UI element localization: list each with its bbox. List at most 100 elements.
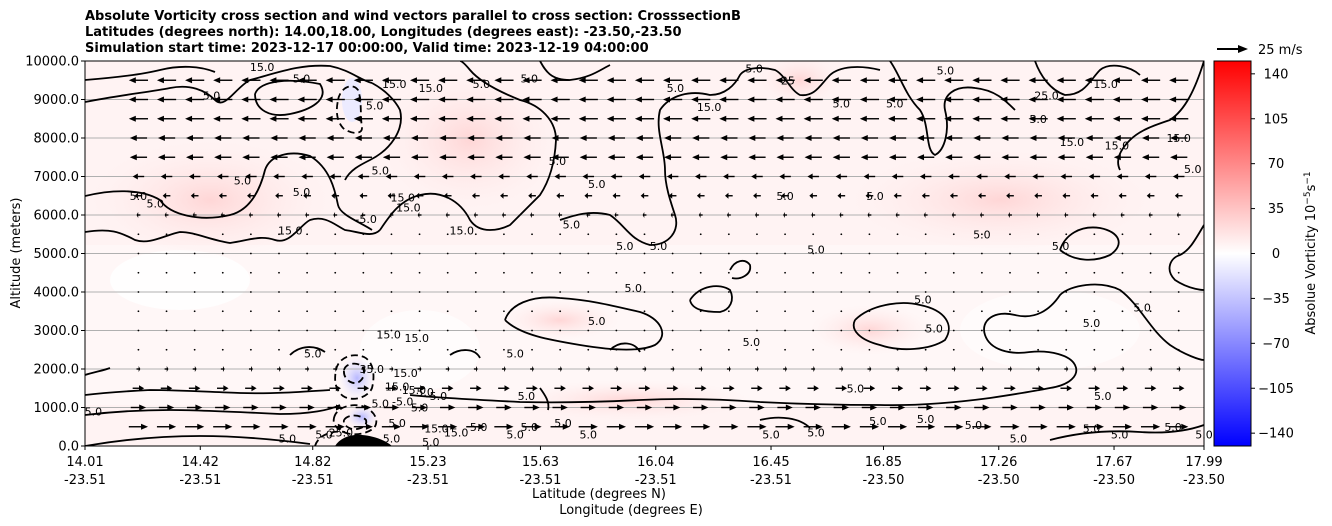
y-tick-label: 0.0 xyxy=(58,440,79,455)
wind-vector xyxy=(804,135,822,141)
wind-vector xyxy=(248,366,253,372)
wind-vector xyxy=(409,77,430,84)
wind-vector xyxy=(162,192,171,199)
wind-vector xyxy=(418,329,421,332)
contour-label: 15.0 xyxy=(250,61,275,74)
x-tick-label-lon: -23.50 xyxy=(978,473,1020,488)
wind-vector xyxy=(269,115,289,122)
wind-vector xyxy=(1121,291,1124,293)
wind-vector xyxy=(129,135,148,141)
wind-vector xyxy=(156,96,177,103)
wind-vector xyxy=(615,291,618,293)
wind-vector xyxy=(1004,173,1016,180)
wind-vector xyxy=(301,385,313,392)
contour-label: 5.0 xyxy=(371,165,389,178)
wind-vector xyxy=(249,271,252,274)
wind-vector xyxy=(306,271,309,274)
wind-vector xyxy=(896,233,899,236)
wind-vector xyxy=(357,385,370,392)
wind-vector xyxy=(325,115,345,122)
wind-vector xyxy=(952,233,955,236)
wind-vector xyxy=(725,192,733,199)
x-tick-label-lon: -23.50 xyxy=(863,473,905,488)
wind-vector xyxy=(587,348,590,351)
contour-label: 15.0 xyxy=(697,101,722,114)
wind-vector xyxy=(242,135,260,141)
wind-vector xyxy=(726,212,731,218)
wind-vector xyxy=(887,96,908,103)
wind-vector xyxy=(531,233,533,236)
wind-vector xyxy=(192,366,197,372)
wind-vector xyxy=(446,329,449,332)
wind-vector xyxy=(559,271,562,274)
wind-vector xyxy=(1112,77,1133,84)
wind-vector xyxy=(468,404,484,411)
wind-vector xyxy=(441,173,454,180)
wind-vector xyxy=(1177,233,1180,236)
wind-vector xyxy=(531,271,533,274)
contour-label: 5.0 xyxy=(422,436,440,449)
wind-vector xyxy=(494,96,514,103)
wind-vector xyxy=(334,348,337,351)
wind-vector xyxy=(638,385,651,392)
wind-vector xyxy=(440,404,456,411)
wind-vector xyxy=(1085,135,1103,141)
wind-vector xyxy=(582,385,595,392)
wind-vector xyxy=(299,404,315,411)
wind-vector xyxy=(978,192,986,199)
wind-vector xyxy=(531,348,533,351)
wind-vector xyxy=(275,192,283,199)
wind-vector xyxy=(439,135,457,141)
wind-vector xyxy=(755,212,759,218)
wind-vector xyxy=(784,291,786,293)
wind-vector xyxy=(270,154,288,161)
wind-vector xyxy=(382,154,401,161)
wind-vector xyxy=(1028,77,1048,84)
wind-vector xyxy=(467,154,485,161)
wind-vector xyxy=(698,212,703,218)
wind-vector xyxy=(663,423,683,430)
wind-vector xyxy=(809,192,818,199)
wind-vector xyxy=(578,96,598,103)
wind-vector xyxy=(220,212,225,218)
wind-vector xyxy=(1120,212,1125,218)
wind-vector xyxy=(1084,96,1104,103)
contour-label: 5.0 xyxy=(762,428,780,441)
wind-vector xyxy=(390,233,393,236)
wind-vector xyxy=(896,329,899,332)
wind-vector xyxy=(331,192,340,199)
wind-vector xyxy=(249,348,252,351)
wind-vector xyxy=(278,329,280,332)
wind-vector xyxy=(188,173,201,180)
wind-vector xyxy=(784,233,786,236)
wind-vector xyxy=(128,423,149,430)
wind-vector xyxy=(165,310,168,313)
wind-vector xyxy=(137,233,140,236)
wind-vector xyxy=(671,310,674,313)
colorbar-tick-label: 35 xyxy=(1268,202,1285,217)
wind-vector xyxy=(803,77,823,84)
wind-vector xyxy=(559,329,562,332)
contour-label: 15.0 xyxy=(278,224,303,237)
wind-vector xyxy=(306,252,309,255)
wind-vector xyxy=(924,329,927,332)
wind-vector xyxy=(1060,385,1072,392)
contour-label: 15.0 xyxy=(405,332,430,345)
wind-vector xyxy=(446,348,449,351)
wind-vector xyxy=(329,385,341,392)
contour-label: 15.0 xyxy=(1093,78,1118,91)
contour-label: 5.0 xyxy=(847,382,865,395)
wind-vector xyxy=(498,385,510,392)
wind-vector xyxy=(193,271,196,274)
wind-vector xyxy=(671,291,674,293)
wind-vector xyxy=(470,173,482,180)
wind-vector xyxy=(474,310,477,313)
wind-vector xyxy=(917,154,935,161)
wind-vector xyxy=(642,212,647,218)
wind-vector xyxy=(668,192,677,199)
wind-vector xyxy=(1088,173,1101,180)
wind-vector xyxy=(1177,329,1180,332)
contour-label: 5.0 xyxy=(625,282,643,295)
wind-vector xyxy=(615,233,618,236)
wind-vector xyxy=(278,348,280,351)
